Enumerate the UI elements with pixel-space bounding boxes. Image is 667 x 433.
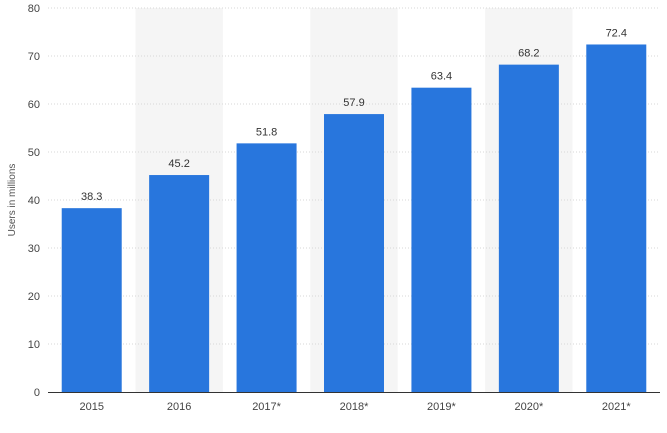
y-axis-title: Users in millions — [7, 164, 18, 237]
value-label: 38.3 — [81, 191, 102, 203]
x-tick-label: 2015 — [79, 401, 103, 413]
bar-2019 — [411, 87, 472, 393]
y-axis-ticks: 0 10 20 30 40 50 60 70 80 — [28, 3, 40, 399]
x-tick-label: 2021* — [602, 401, 631, 413]
x-tick-label: 2019* — [427, 401, 456, 413]
bars — [61, 44, 647, 393]
y-tick-label: 80 — [28, 3, 40, 15]
y-tick-label: 0 — [34, 387, 40, 399]
value-labels: 38.3 45.2 51.8 57.9 63.4 68.2 72.4 — [81, 27, 627, 203]
value-label: 45.2 — [168, 158, 189, 170]
x-axis-ticks: 2015 2016 2017* 2018* 2019* 2020* 2021* — [79, 401, 631, 413]
y-tick-label: 70 — [28, 51, 40, 63]
x-tick-label: 2017* — [252, 401, 281, 413]
x-tick-label: 2020* — [514, 401, 543, 413]
bar-2017 — [236, 143, 297, 392]
y-tick-label: 20 — [28, 291, 40, 303]
y-tick-label: 40 — [28, 195, 40, 207]
value-label: 51.8 — [256, 126, 277, 138]
y-tick-label: 10 — [28, 339, 40, 351]
bar-2016 — [149, 175, 210, 392]
value-label: 57.9 — [343, 97, 364, 109]
y-tick-label: 50 — [28, 147, 40, 159]
bar-2021 — [586, 44, 647, 392]
value-label: 72.4 — [606, 27, 627, 39]
x-tick-label: 2016 — [167, 401, 191, 413]
y-tick-label: 30 — [28, 243, 40, 255]
x-tick-label: 2018* — [340, 401, 369, 413]
bar-2015 — [61, 208, 122, 392]
bar-2018 — [324, 114, 384, 392]
value-label: 68.2 — [518, 48, 539, 60]
y-tick-label: 60 — [28, 99, 40, 111]
bar-2020 — [498, 64, 559, 392]
value-label: 63.4 — [431, 71, 452, 83]
